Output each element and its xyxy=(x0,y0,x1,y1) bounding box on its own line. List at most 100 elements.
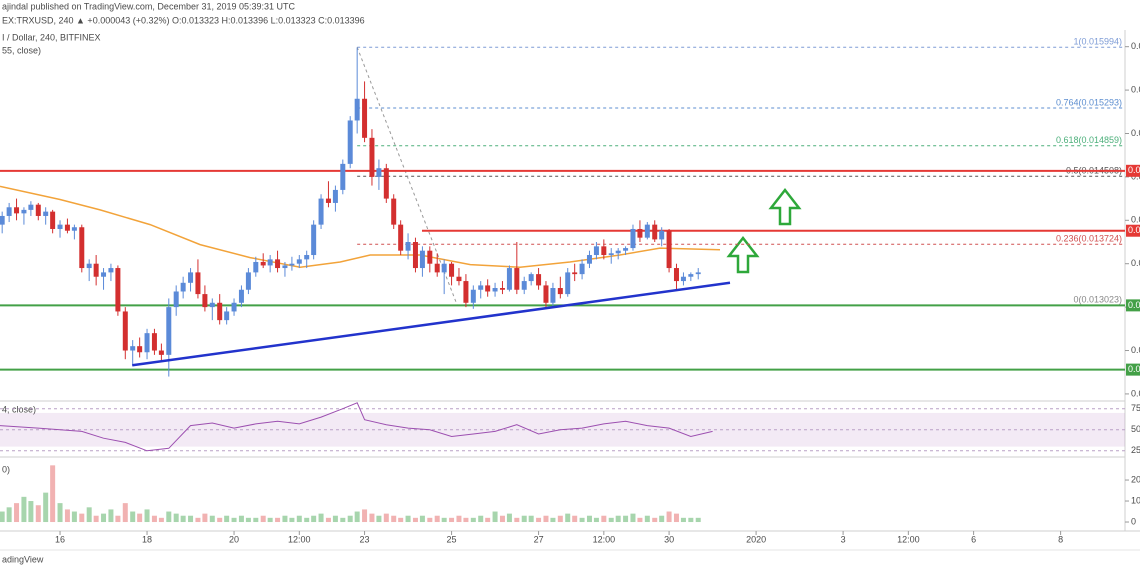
x-tick-label: 16 xyxy=(55,534,65,544)
candle-body xyxy=(419,250,425,269)
volume-bar xyxy=(28,501,34,523)
candle-body xyxy=(376,168,382,177)
volume-bar xyxy=(217,517,223,523)
candle-body xyxy=(536,274,542,286)
volume-tick-label: 20 xyxy=(1131,474,1140,484)
y-tick-label: 0.0 xyxy=(1131,258,1140,268)
volume-bar xyxy=(376,515,382,523)
candle-body xyxy=(449,263,455,277)
candle-body xyxy=(673,268,679,282)
volume-bar xyxy=(122,503,128,523)
volume-bar xyxy=(224,515,230,523)
volume-bar xyxy=(289,517,295,523)
candle-body xyxy=(144,333,150,353)
candle-body xyxy=(93,263,99,277)
candle-body xyxy=(311,224,317,256)
volume-bar xyxy=(130,511,136,523)
volume-bar xyxy=(398,517,404,523)
candle-body xyxy=(695,272,701,275)
candle-body xyxy=(652,224,658,240)
candle-body xyxy=(362,98,368,138)
volume-bar xyxy=(572,515,578,523)
x-tick-label: 12:00 xyxy=(593,534,616,544)
volume-bar xyxy=(275,517,281,523)
volume-bar xyxy=(557,515,563,523)
candle-body xyxy=(71,227,77,231)
candle-body xyxy=(572,272,578,275)
volume-bar xyxy=(688,517,694,523)
level-tag xyxy=(1126,363,1140,376)
volume-bar xyxy=(64,509,70,523)
footer: adingView xyxy=(2,554,44,564)
candle-body xyxy=(615,250,621,254)
volume-bar xyxy=(652,517,658,523)
volume-bar xyxy=(260,515,266,523)
candle-body xyxy=(304,255,310,260)
volume-bar xyxy=(630,513,636,523)
level-label: 0.0 xyxy=(1128,165,1140,175)
x-tick-label: 18 xyxy=(142,534,152,544)
volume-bar xyxy=(50,465,56,523)
volume-bar xyxy=(405,515,411,523)
rsi-tick-label: 25 xyxy=(1131,445,1140,455)
x-tick-label: 30 xyxy=(664,534,674,544)
volume-bar xyxy=(637,517,643,523)
candle-body xyxy=(463,281,469,303)
candle-body xyxy=(260,261,266,266)
candle-body xyxy=(253,261,259,273)
fib-label: 1(0.015994) xyxy=(1073,37,1122,47)
volume-bar xyxy=(57,503,63,523)
volume-bar xyxy=(101,513,107,523)
x-tick-label: 25 xyxy=(447,534,457,544)
volume-bar xyxy=(449,517,455,523)
candle-body xyxy=(50,211,56,229)
volume-bar xyxy=(412,517,418,523)
candle-body xyxy=(166,307,172,355)
volume-bar xyxy=(391,515,397,523)
candle-body xyxy=(680,276,686,282)
volume-bar xyxy=(86,507,92,523)
x-tick-label: 23 xyxy=(360,534,370,544)
volume-bar xyxy=(419,515,425,523)
x-tick-label: 8 xyxy=(1058,534,1063,544)
volume-bar xyxy=(470,517,476,523)
candle-body xyxy=(601,246,607,256)
volume-bar xyxy=(586,515,592,523)
candle-body xyxy=(565,272,571,295)
volume-bar xyxy=(202,513,208,523)
volume-bar xyxy=(485,517,491,523)
volume-bar xyxy=(43,492,49,523)
volume-bar xyxy=(695,517,701,523)
candle-body xyxy=(64,224,70,231)
x-tick-label: 3 xyxy=(841,534,846,544)
candle-body xyxy=(623,248,629,251)
rsi-line xyxy=(0,402,713,452)
candle-body xyxy=(296,259,302,264)
y-tick-label: 0.0 xyxy=(1131,41,1140,51)
candle-body xyxy=(86,263,92,269)
fib-label: 0.764(0.015293) xyxy=(1056,97,1122,107)
candle-body xyxy=(434,263,440,273)
fib-diagonal xyxy=(356,47,458,306)
candle-body xyxy=(122,311,128,351)
candle-body xyxy=(659,230,665,240)
fib-label: 0(0.013023) xyxy=(1073,294,1122,304)
level-tag xyxy=(1126,164,1140,177)
volume-bar xyxy=(492,511,498,523)
volume-bar xyxy=(550,517,556,523)
candle-body xyxy=(492,288,498,292)
volume-bar xyxy=(21,496,27,523)
candle-body xyxy=(550,288,556,303)
candle-body xyxy=(158,350,164,355)
candle-body xyxy=(209,302,215,308)
candle-body xyxy=(267,259,273,266)
candle-body xyxy=(456,276,462,282)
moving-average xyxy=(0,185,721,268)
candle-body xyxy=(347,120,353,164)
candle-body xyxy=(224,311,230,321)
volume-bar xyxy=(166,511,172,523)
volume-bar xyxy=(601,515,607,523)
level-label: 0.0 xyxy=(1128,300,1140,310)
candle-body xyxy=(231,302,237,312)
